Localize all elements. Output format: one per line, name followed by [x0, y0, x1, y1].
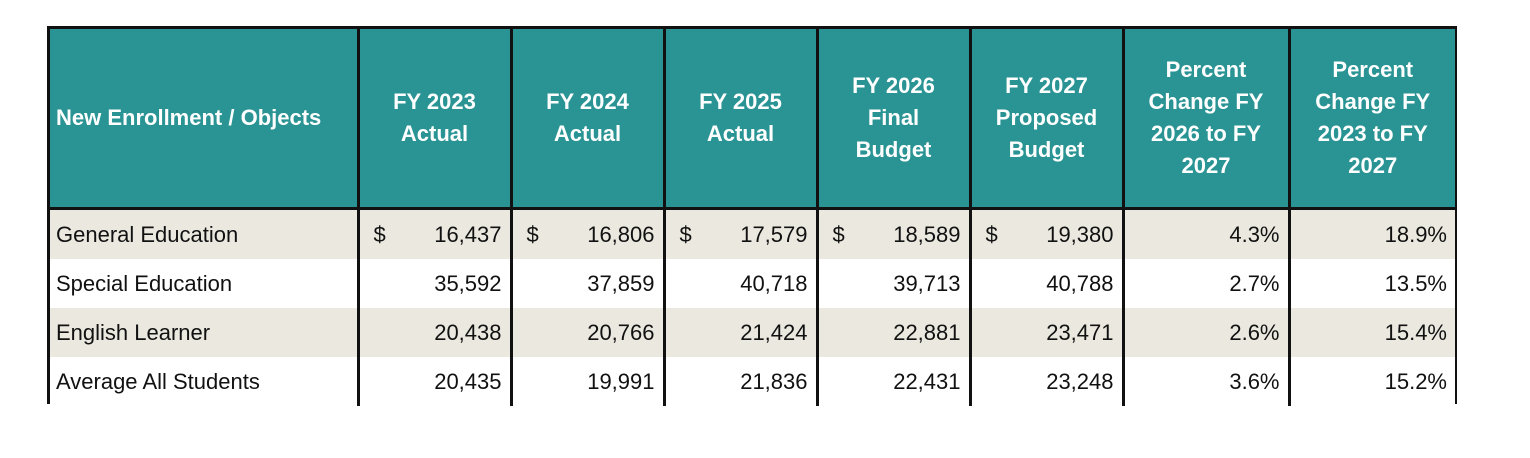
- cell-fy2027: $19,380: [968, 208, 1123, 259]
- cell-value: 19,380: [1046, 221, 1114, 247]
- cell-pct-2023-2027: 15.4%: [1287, 308, 1455, 357]
- cell-pct-2026-2027: 3.6%: [1121, 357, 1289, 406]
- cell-fy2027: 40,788: [968, 259, 1123, 308]
- cell-fy2023: 35,592: [356, 259, 511, 308]
- cell-fy2026: $18,589: [815, 208, 970, 259]
- currency-symbol: $: [832, 221, 845, 247]
- cell-value: 17,579: [740, 221, 808, 247]
- currency-symbol: $: [373, 221, 386, 247]
- cell-fy2024: 19,991: [509, 357, 664, 406]
- cell-fy2025: $17,579: [662, 208, 817, 259]
- cell-fy2024: $16,806: [509, 208, 664, 259]
- currency-symbol: $: [526, 221, 539, 247]
- row-label: General Education: [50, 208, 358, 259]
- column-header-pct-2026-2027: Percent Change FY 2026 to FY 2027: [1121, 29, 1289, 210]
- cell-fy2024: 37,859: [509, 259, 664, 308]
- table-row-average-all-students: Average All Students 20,435 19,991 21,83…: [50, 357, 1455, 406]
- cell-value: 16,806: [587, 221, 655, 247]
- column-header-objects: New Enrollment / Objects: [50, 29, 358, 210]
- cell-fy2025: 40,718: [662, 259, 817, 308]
- row-label: English Learner: [50, 308, 358, 357]
- column-header-fy2023: FY 2023 Actual: [356, 29, 511, 210]
- column-header-fy2027: FY 2027 Proposed Budget: [968, 29, 1123, 210]
- cell-fy2027: 23,248: [968, 357, 1123, 406]
- cell-value: 18,589: [893, 221, 961, 247]
- cell-pct-2023-2027: 15.2%: [1287, 357, 1455, 406]
- header-row: New Enrollment / Objects FY 2023 Actual F…: [50, 29, 1455, 210]
- cell-fy2025: 21,836: [662, 357, 817, 406]
- row-label: Special Education: [50, 259, 358, 308]
- column-header-fy2025: FY 2025 Actual: [662, 29, 817, 210]
- cell-fy2026: 39,713: [815, 259, 970, 308]
- cell-fy2025: 21,424: [662, 308, 817, 357]
- cell-fy2023: 20,438: [356, 308, 511, 357]
- column-header-pct-2023-2027: Percent Change FY 2023 to FY 2027: [1287, 29, 1455, 210]
- cell-fy2024: 20,766: [509, 308, 664, 357]
- table-row-special-education: Special Education 35,592 37,859 40,718 3…: [50, 259, 1455, 308]
- cell-fy2026: 22,881: [815, 308, 970, 357]
- table-row-general-education: General Education $16,437 $16,806 $17,57…: [50, 208, 1455, 259]
- column-header-fy2026: FY 2026 Final Budget: [815, 29, 970, 210]
- currency-symbol: $: [985, 221, 998, 247]
- data-table: New Enrollment / Objects FY 2023 Actual F…: [50, 29, 1455, 406]
- cell-fy2026: 22,431: [815, 357, 970, 406]
- cell-pct-2023-2027: 13.5%: [1287, 259, 1455, 308]
- cell-pct-2023-2027: 18.9%: [1287, 208, 1455, 259]
- currency-symbol: $: [679, 221, 692, 247]
- row-label: Average All Students: [50, 357, 358, 406]
- cell-fy2023: 20,435: [356, 357, 511, 406]
- cell-fy2023: $16,437: [356, 208, 511, 259]
- cell-pct-2026-2027: 2.6%: [1121, 308, 1289, 357]
- table-row-english-learner: English Learner 20,438 20,766 21,424 22,…: [50, 308, 1455, 357]
- cell-pct-2026-2027: 2.7%: [1121, 259, 1289, 308]
- cell-value: 16,437: [434, 221, 502, 247]
- column-header-fy2024: FY 2024 Actual: [509, 29, 664, 210]
- cell-fy2027: 23,471: [968, 308, 1123, 357]
- cell-pct-2026-2027: 4.3%: [1121, 208, 1289, 259]
- enrollment-cost-table: New Enrollment / Objects FY 2023 Actual F…: [47, 26, 1457, 406]
